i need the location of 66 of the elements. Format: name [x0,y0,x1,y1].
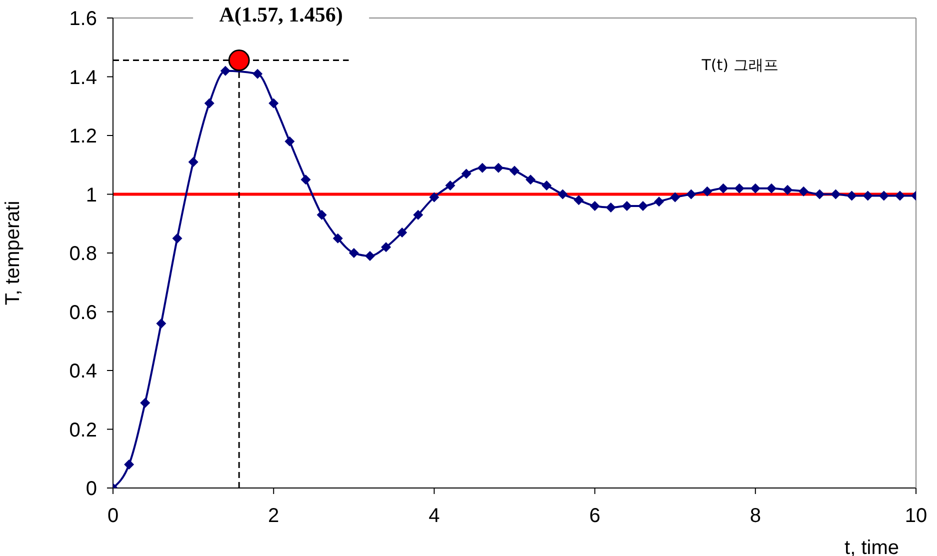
y-axis-title: T, temperati [2,200,24,306]
annotation: A(1.57, 1.456) [219,2,343,26]
x-tick-label: 2 [268,505,280,528]
point [542,180,552,190]
point [124,460,134,470]
y-tick-label: 0 [86,478,97,500]
y-tick-label: 1.4 [69,66,97,89]
point [461,168,472,179]
point [830,189,841,200]
point [172,233,182,244]
x-tick-label: 6 [589,505,600,528]
point [814,189,825,200]
point [638,201,648,211]
point [316,210,327,220]
point [526,174,536,185]
point [894,190,905,201]
point [284,136,295,146]
point [846,190,857,201]
point [188,156,198,167]
point [413,210,424,220]
x-tick-label: 0 [107,505,119,528]
point [782,184,793,195]
point [332,233,343,244]
point [670,192,680,202]
x-tick-label: 4 [428,505,440,528]
point [606,202,616,212]
point [878,190,889,201]
y-tick-label: 1 [86,184,97,206]
point [718,183,728,194]
point [766,183,776,194]
point [477,162,488,173]
point [364,250,375,261]
point [686,189,696,200]
point [862,190,873,201]
point [574,195,584,206]
annotation: T(t) 그래프 [700,56,780,75]
y-tick-label: 1.2 [69,126,97,148]
x-tick-label: 8 [750,505,761,528]
point [204,98,214,108]
point [654,196,664,207]
point [140,398,150,408]
y-tick-label: 0.8 [69,243,97,266]
point [493,162,504,173]
point [429,192,440,202]
point [252,68,263,79]
point [156,318,166,328]
point [220,66,230,76]
point [268,98,279,108]
point [445,180,456,190]
point [348,248,359,258]
point [300,174,311,185]
point [397,227,408,238]
y-tick-label: 0.4 [69,360,97,383]
point [734,183,744,194]
point [510,166,520,176]
point [750,183,760,194]
point [798,186,809,196]
point [381,242,392,252]
point [702,186,712,196]
point [558,189,568,200]
y-tick-label: 0.6 [69,302,97,324]
y-tick-label: 1.6 [69,8,97,30]
x-tick-label: 10 [904,505,928,528]
y-tick-label: 0.2 [69,419,97,442]
point [590,201,600,211]
point [622,201,632,211]
